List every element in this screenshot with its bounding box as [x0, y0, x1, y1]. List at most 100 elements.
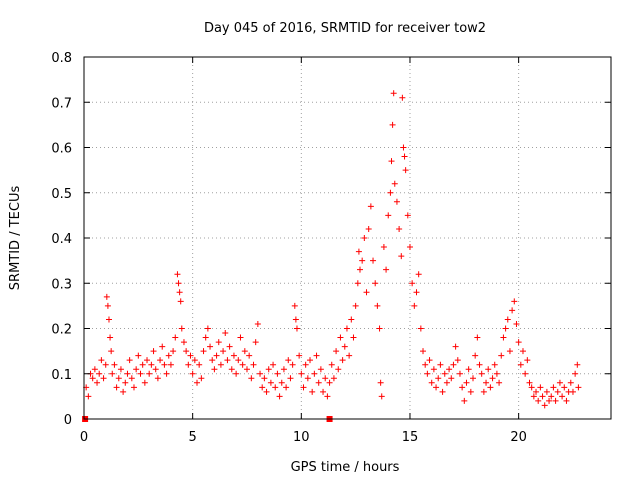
- data-point: [98, 357, 105, 364]
- data-point: [401, 153, 408, 160]
- data-point: [424, 370, 431, 377]
- data-point: [217, 361, 224, 368]
- data-point: [270, 361, 277, 368]
- data-point: [261, 375, 268, 382]
- data-point: [487, 384, 494, 391]
- y-tick-label: 0: [64, 413, 72, 428]
- data-point: [546, 397, 553, 404]
- data-point: [180, 339, 187, 346]
- data-point: [439, 388, 446, 395]
- data-point: [311, 370, 318, 377]
- data-point: [574, 361, 581, 368]
- data-point: [459, 384, 466, 391]
- data-point: [415, 271, 422, 278]
- data-point: [417, 325, 424, 332]
- data-point: [533, 388, 540, 395]
- data-point: [133, 366, 140, 373]
- y-tick-label: 0.1: [51, 368, 72, 383]
- data-point: [144, 357, 151, 364]
- data-point: [163, 370, 170, 377]
- data-point: [548, 393, 555, 400]
- data-point: [374, 302, 381, 309]
- data-point: [287, 375, 294, 382]
- data-point: [265, 366, 272, 373]
- data-point: [515, 339, 522, 346]
- data-point: [441, 370, 448, 377]
- data-point: [513, 320, 520, 327]
- chart-title: Day 045 of 2016, SRMTID for receiver tow…: [204, 21, 486, 36]
- y-axis-label: SRMTID / TECUs: [8, 186, 23, 291]
- data-point: [430, 366, 437, 373]
- data-point: [537, 384, 544, 391]
- data-point: [485, 366, 492, 373]
- data-point: [304, 375, 311, 382]
- data-point: [257, 370, 264, 377]
- data-point: [117, 366, 124, 373]
- data-point: [443, 379, 450, 386]
- data-point: [413, 289, 420, 296]
- data-point: [404, 212, 411, 219]
- data-point: [567, 379, 574, 386]
- data-point: [176, 289, 183, 296]
- data-point: [517, 361, 524, 368]
- data-point: [496, 379, 503, 386]
- data-point: [189, 370, 196, 377]
- data-point: [274, 370, 281, 377]
- data-point: [250, 361, 257, 368]
- data-point: [526, 379, 533, 386]
- data-point: [554, 388, 561, 395]
- data-point: [103, 293, 110, 300]
- data-point: [141, 379, 148, 386]
- data-point: [174, 271, 181, 278]
- data-point: [322, 375, 329, 382]
- y-tick-label: 0.5: [51, 187, 72, 202]
- data-point: [561, 384, 568, 391]
- data-point: [289, 361, 296, 368]
- data-point: [390, 90, 397, 97]
- data-point: [296, 352, 303, 359]
- data-point: [161, 361, 168, 368]
- data-point: [126, 357, 133, 364]
- data-point: [372, 280, 379, 287]
- data-point: [108, 348, 115, 355]
- data-point: [359, 257, 366, 264]
- data-point: [467, 388, 474, 395]
- data-point: [211, 366, 218, 373]
- x-tick-label: 10: [293, 430, 310, 445]
- data-point: [170, 348, 177, 355]
- data-point: [399, 94, 406, 101]
- data-point: [157, 357, 164, 364]
- data-point: [398, 253, 405, 260]
- data-point: [272, 384, 279, 391]
- data-point: [428, 379, 435, 386]
- data-point: [109, 370, 116, 377]
- data-point: [377, 379, 384, 386]
- data-point: [220, 348, 227, 355]
- data-point: [248, 375, 255, 382]
- data-point: [152, 366, 159, 373]
- data-point: [177, 298, 184, 305]
- data-point: [522, 370, 529, 377]
- data-point: [354, 280, 361, 287]
- data-point: [317, 366, 324, 373]
- data-point: [315, 379, 322, 386]
- data-point: [228, 366, 235, 373]
- data-point: [539, 393, 546, 400]
- data-point: [341, 343, 348, 350]
- data-point: [183, 348, 190, 355]
- data-point: [355, 248, 362, 255]
- data-point: [326, 379, 333, 386]
- data-point: [167, 361, 174, 368]
- data-point: [159, 343, 166, 350]
- data-point: [263, 388, 270, 395]
- data-point: [113, 384, 120, 391]
- y-tick-label: 0.8: [51, 51, 72, 66]
- data-point: [511, 298, 518, 305]
- data-point: [556, 379, 563, 386]
- x-tick-label: 20: [510, 430, 527, 445]
- data-point: [146, 370, 153, 377]
- data-point: [100, 375, 107, 382]
- data-point: [448, 375, 455, 382]
- data-point: [480, 388, 487, 395]
